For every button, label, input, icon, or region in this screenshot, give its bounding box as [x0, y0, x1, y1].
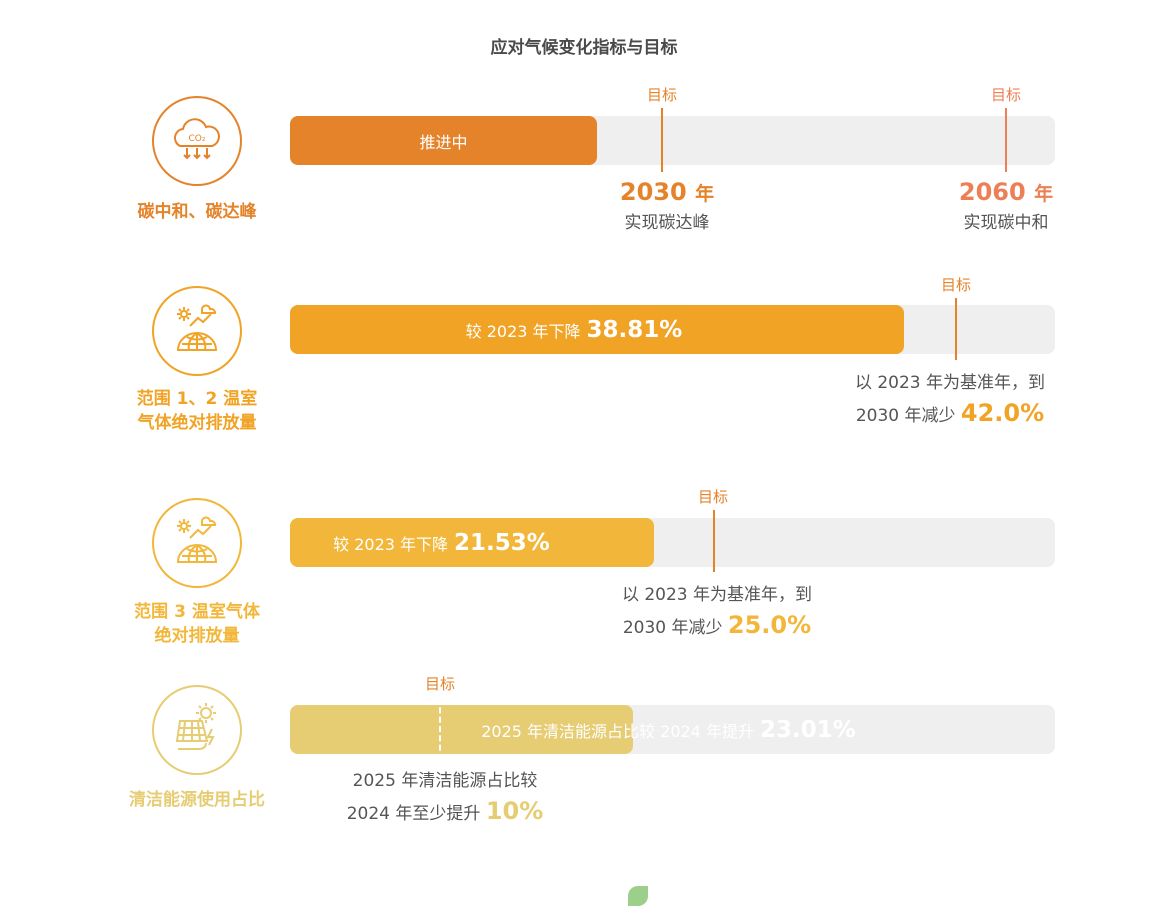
milestone-2030: 2030 年 [582, 178, 752, 206]
bar-prefix-scope12: 较 2023 年下降 [465, 321, 581, 341]
target-note-scope3-text: 2030 年减少 [622, 618, 723, 638]
bar-value-scope3: 21.53% [454, 529, 550, 556]
row-label-scope12-line1: 范围 1、2 温室 [136, 389, 258, 409]
leaf-icon [628, 886, 648, 906]
target-note-scope12-line2: 2030 年减少 42.0% [830, 398, 1070, 431]
target-note-scope3: 以 2023 年为基准年，到 2030 年减少 25.0% [597, 580, 837, 643]
bar-prefix-scope3: 较 2023 年下降 [333, 534, 449, 554]
bar-fill-scope3 [290, 518, 654, 567]
row-label-carbon: 碳中和、碳达峰 [137, 202, 257, 222]
svg-text:CO₂: CO₂ [189, 134, 206, 144]
target-note-clean-energy-text: 2024 年至少提升 [346, 804, 481, 824]
milestone-2060-desc: 实现碳中和 [963, 213, 1049, 233]
bar-value-scope12: 38.81% [586, 316, 683, 343]
target-line-2060 [1005, 108, 1007, 172]
target-note-clean-energy: 2025 年清洁能源占比较 2024 年至少提升 10% [325, 766, 565, 829]
target-tag-scope12: 目标 [940, 276, 971, 294]
target-note-scope12-text: 2030 年减少 [855, 406, 956, 426]
bar-fill-scope12 [290, 305, 904, 354]
bar-fill-clean-energy [290, 705, 633, 754]
target-tag-2030: 目标 [646, 86, 677, 104]
target-tag-2060: 目标 [990, 86, 1021, 104]
bar-value-clean-energy: 23.01% [759, 716, 856, 743]
row-label-scope12: 范围 1、2 温室 气体绝对排放量 [87, 387, 307, 435]
bar-prefix-clean-energy: 2025 年清洁能源占比较 2024 年提升 [481, 721, 754, 741]
bar-label-clean-energy: 2025 年清洁能源占比较 2024 年提升 23.01% [440, 705, 897, 754]
solar-panel-icon [152, 685, 242, 775]
co2-cloud-icon: CO₂ [152, 96, 242, 186]
target-note-scope3-line2: 2030 年减少 25.0% [597, 610, 837, 643]
target-tag-clean-energy: 目标 [424, 675, 455, 693]
row-label-scope3-line1: 范围 3 温室气体 [134, 602, 260, 622]
bar-label-scope12: 较 2023 年下降 38.81% [290, 305, 858, 354]
target-value-scope3: 25.0% [727, 611, 812, 639]
bar-label-scope3: 较 2023 年下降 21.53% [290, 518, 593, 567]
milestone-2060-year: 2060 [958, 178, 1026, 206]
milestone-2030-year: 2030 [619, 178, 687, 206]
row-label-scope3-line2: 绝对排放量 [154, 626, 240, 646]
milestone-2030-unit: 年 [695, 183, 715, 205]
milestone-2030-desc: 实现碳达峰 [624, 213, 710, 233]
milestone-2060: 2060 年 [921, 178, 1091, 206]
target-note-scope12: 以 2023 年为基准年，到 2030 年减少 42.0% [830, 368, 1070, 431]
row-label-scope12-line2: 气体绝对排放量 [137, 413, 257, 433]
bar-label-carbon: 推进中 [419, 132, 468, 152]
target-line-scope12 [955, 298, 957, 360]
target-note-clean-energy-line1: 2025 年清洁能源占比较 [352, 771, 538, 791]
milestone-2060-unit: 年 [1034, 183, 1054, 205]
row-label-clean-energy: 清洁能源使用占比 [129, 790, 265, 810]
target-line-clean-energy [439, 698, 441, 760]
target-line-2030 [661, 108, 663, 172]
target-tag-scope3: 目标 [697, 488, 728, 506]
globe-emission-icon [152, 498, 242, 588]
target-note-scope3-line1: 以 2023 年为基准年，到 [621, 585, 813, 605]
page-title: 应对气候变化指标与目标 [490, 38, 678, 58]
target-value-scope12: 42.0% [960, 399, 1045, 427]
target-note-clean-energy-line2: 2024 年至少提升 10% [325, 796, 565, 829]
target-value-clean-energy: 10% [485, 797, 544, 825]
target-line-scope3 [713, 510, 715, 572]
bar-fill-carbon: 推进中 [290, 116, 597, 165]
globe-emission-icon [152, 286, 242, 376]
row-label-scope3: 范围 3 温室气体 绝对排放量 [87, 600, 307, 648]
target-note-scope12-line1: 以 2023 年为基准年，到 [854, 373, 1046, 393]
